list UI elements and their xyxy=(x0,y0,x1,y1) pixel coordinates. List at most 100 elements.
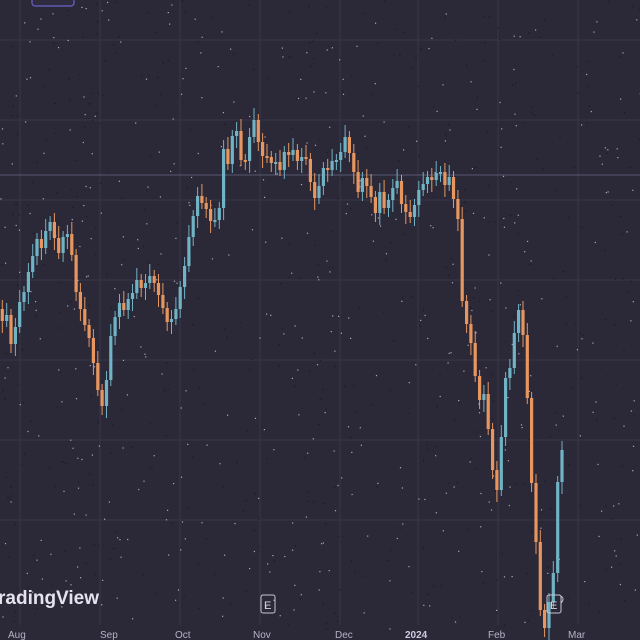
noise-dot xyxy=(77,279,79,282)
noise-dot xyxy=(436,445,438,447)
candle-body xyxy=(252,120,256,137)
noise-dot xyxy=(82,36,84,38)
noise-dot xyxy=(605,505,607,507)
noise-dot xyxy=(171,4,173,6)
noise-dot xyxy=(613,505,615,507)
noise-dot xyxy=(242,510,244,512)
noise-dot xyxy=(351,560,353,562)
noise-dot xyxy=(337,620,339,622)
noise-dot xyxy=(248,4,250,6)
noise-dot xyxy=(265,241,267,243)
noise-dot xyxy=(581,338,583,340)
noise-dot xyxy=(558,558,560,560)
candle-body xyxy=(83,309,87,325)
noise-dot xyxy=(236,461,238,463)
noise-dot xyxy=(57,222,59,224)
noise-dot xyxy=(54,485,56,487)
event-marker-1[interactable]: E xyxy=(260,594,276,614)
noise-dot xyxy=(110,452,112,454)
noise-dot xyxy=(165,435,167,437)
noise-dot xyxy=(428,48,430,50)
noise-dot xyxy=(135,122,137,124)
noise-dot xyxy=(56,192,58,194)
candle-body xyxy=(191,216,195,237)
noise-dot xyxy=(172,1,174,3)
noise-dot xyxy=(254,170,256,172)
noise-dot xyxy=(344,385,346,387)
noise-dot xyxy=(94,115,96,117)
noise-dot xyxy=(389,580,391,582)
noise-dot xyxy=(536,158,538,160)
noise-dot xyxy=(258,518,260,520)
noise-dot xyxy=(122,359,125,361)
noise-dot xyxy=(11,45,13,47)
candle-body xyxy=(148,276,152,283)
noise-dot xyxy=(70,584,72,586)
noise-dot xyxy=(502,175,505,177)
noise-dot xyxy=(259,337,261,339)
noise-dot xyxy=(480,492,482,495)
noise-dot xyxy=(192,456,194,458)
noise-dot xyxy=(345,213,347,215)
noise-dot xyxy=(220,146,222,148)
noise-dot xyxy=(423,309,425,311)
noise-dot xyxy=(288,11,291,13)
noise-dot xyxy=(190,249,192,251)
noise-dot xyxy=(175,599,177,601)
noise-dot xyxy=(365,147,367,149)
noise-dot xyxy=(342,93,345,95)
noise-dot xyxy=(622,52,624,54)
noise-dot xyxy=(65,462,67,465)
noise-dot xyxy=(137,239,139,241)
noise-dot xyxy=(163,387,165,389)
noise-dot xyxy=(490,509,493,511)
noise-dot xyxy=(83,205,85,207)
noise-dot xyxy=(458,402,461,404)
noise-dot xyxy=(310,65,312,67)
noise-dot xyxy=(568,464,570,466)
noise-dot xyxy=(193,368,195,371)
top-left-button[interactable] xyxy=(31,0,75,7)
noise-dot xyxy=(360,444,362,446)
noise-dot xyxy=(620,98,622,100)
candle-body xyxy=(560,450,564,482)
noise-dot xyxy=(198,387,200,389)
noise-dot xyxy=(290,56,292,58)
noise-dot xyxy=(544,480,546,482)
noise-dot xyxy=(329,271,331,273)
noise-dot xyxy=(221,31,223,33)
noise-dot xyxy=(521,393,524,395)
noise-dot xyxy=(350,436,353,439)
noise-dot xyxy=(75,398,78,400)
noise-dot xyxy=(470,458,472,460)
noise-dot xyxy=(350,337,352,339)
noise-dot xyxy=(320,398,322,400)
noise-dot xyxy=(451,258,453,260)
noise-dot xyxy=(580,377,583,379)
noise-dot xyxy=(307,452,309,454)
noise-dot xyxy=(312,176,314,178)
noise-dot xyxy=(402,297,404,299)
candle-body xyxy=(517,310,521,333)
noise-dot xyxy=(177,589,180,591)
noise-dot xyxy=(489,299,491,301)
noise-dot xyxy=(32,591,34,593)
noise-dot xyxy=(197,41,199,43)
noise-dot xyxy=(194,18,196,20)
noise-dot xyxy=(21,463,23,465)
candle-body xyxy=(365,178,369,186)
candle-body xyxy=(300,157,304,161)
noise-dot xyxy=(1,128,4,130)
noise-dot xyxy=(636,534,638,536)
candle-body xyxy=(456,199,460,219)
noise-dot xyxy=(101,380,104,383)
noise-dot xyxy=(371,214,373,216)
noise-dot xyxy=(279,615,281,617)
noise-dot xyxy=(90,238,92,240)
candle-body xyxy=(78,292,82,309)
event-marker-2[interactable]: E xyxy=(546,594,564,614)
noise-dot xyxy=(486,131,488,133)
noise-dot xyxy=(185,67,187,69)
